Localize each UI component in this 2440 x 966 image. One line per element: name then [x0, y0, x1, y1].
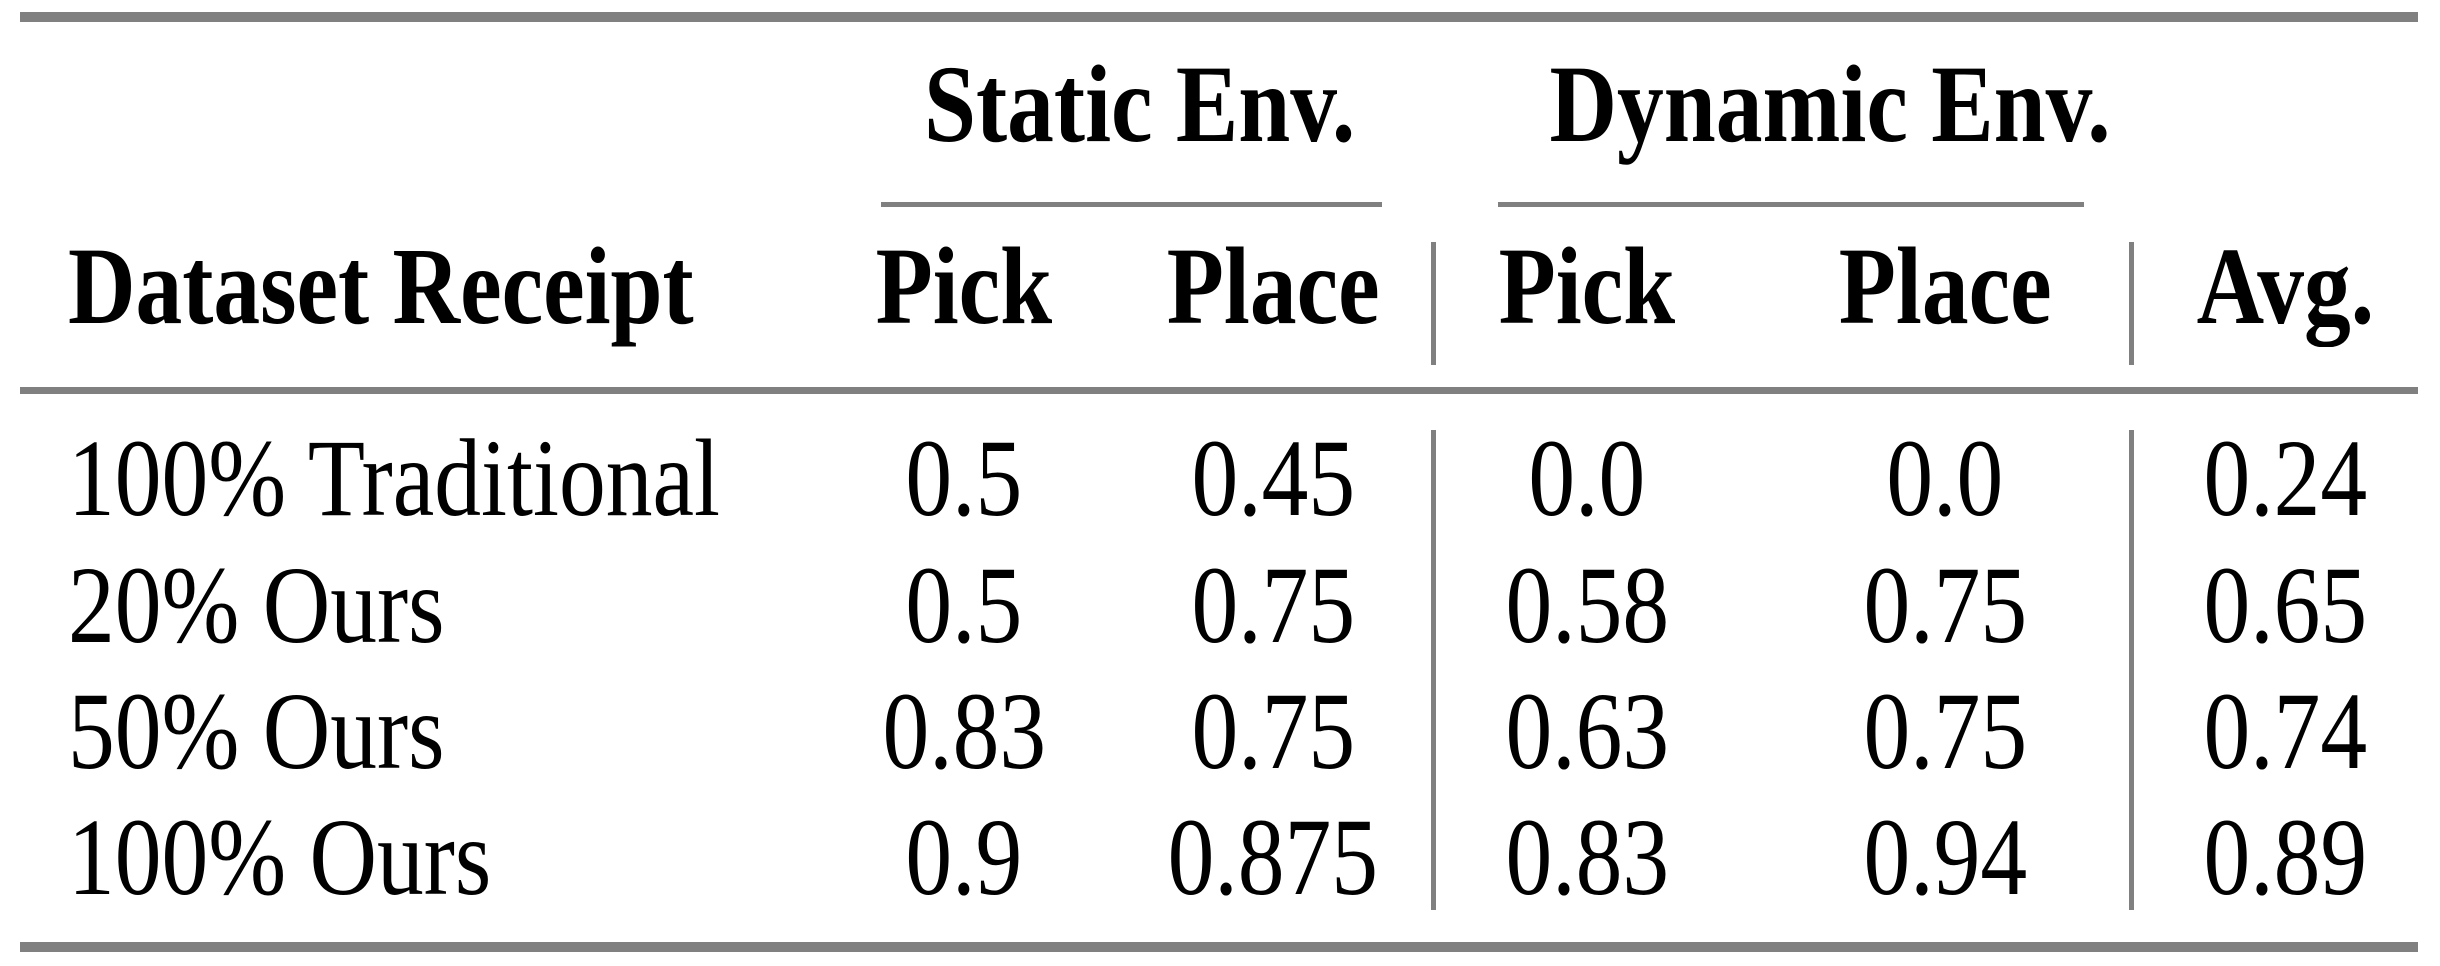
- bottom-rule: [20, 942, 2418, 952]
- column-header-dynamic-place: Place: [1838, 225, 2052, 347]
- group-header-dynamic-env-label: Dynamic Env.: [1549, 43, 2111, 165]
- cell-r3-dynamic-pick: 0.83: [1505, 796, 1669, 918]
- cell-r1-static-pick: 0.5: [905, 544, 1023, 666]
- cell-r0-static-pick: 0.5: [905, 417, 1023, 539]
- row-label-100pct-traditional: 100% Traditional: [68, 417, 720, 539]
- row-label-20pct-ours: 20% Ours: [68, 544, 445, 666]
- cell-r0-dynamic-place: 0.0: [1886, 417, 2004, 539]
- group-header-dynamic-env: Dynamic Env.: [1500, 49, 2111, 159]
- cell-r1-dynamic-place: 0.75: [1863, 544, 2027, 666]
- cell-r2-dynamic-place: 0.75: [1863, 670, 2027, 792]
- cell-r3-static-pick: 0.9: [905, 796, 1023, 918]
- row-label-100pct-ours: 100% Ours: [68, 796, 492, 918]
- vertical-separator-2-header: [2129, 242, 2134, 365]
- cell-r0-static-place: 0.45: [1191, 417, 1355, 539]
- column-header-static-pick: Pick: [875, 225, 1053, 347]
- row-label-50pct-ours: 50% Ours: [68, 670, 445, 792]
- vertical-separator-1-header: [1431, 242, 1436, 365]
- group-header-static-env-label: Static Env.: [924, 43, 1356, 165]
- group-header-static-env: Static Env.: [840, 49, 1440, 159]
- cell-r3-dynamic-place: 0.94: [1863, 796, 2027, 918]
- cell-r1-static-place: 0.75: [1191, 544, 1355, 666]
- vertical-separator-2-body: [2129, 430, 2134, 910]
- cell-r2-static-place: 0.75: [1191, 670, 1355, 792]
- mid-rule: [20, 387, 2418, 394]
- cell-r1-dynamic-pick: 0.58: [1505, 544, 1669, 666]
- static-env-cmidrule: [881, 202, 1382, 207]
- column-header-avg: Avg.: [2196, 225, 2374, 347]
- vertical-separator-1-body: [1431, 430, 1436, 910]
- cell-r3-static-place: 0.875: [1167, 796, 1379, 918]
- cell-r0-avg: 0.24: [2203, 417, 2367, 539]
- dynamic-env-cmidrule: [1498, 202, 2084, 207]
- column-header-dataset-receipt: Dataset Receipt: [68, 225, 694, 347]
- column-header-static-place: Place: [1166, 225, 1380, 347]
- cell-r2-static-pick: 0.83: [882, 670, 1046, 792]
- cell-r1-avg: 0.65: [2203, 544, 2367, 666]
- cell-r3-avg: 0.89: [2203, 796, 2367, 918]
- cell-r0-dynamic-pick: 0.0: [1528, 417, 1646, 539]
- cell-r2-avg: 0.74: [2203, 670, 2367, 792]
- column-header-dynamic-pick: Pick: [1498, 225, 1676, 347]
- cell-r2-dynamic-pick: 0.63: [1505, 670, 1669, 792]
- top-rule: [20, 12, 2418, 22]
